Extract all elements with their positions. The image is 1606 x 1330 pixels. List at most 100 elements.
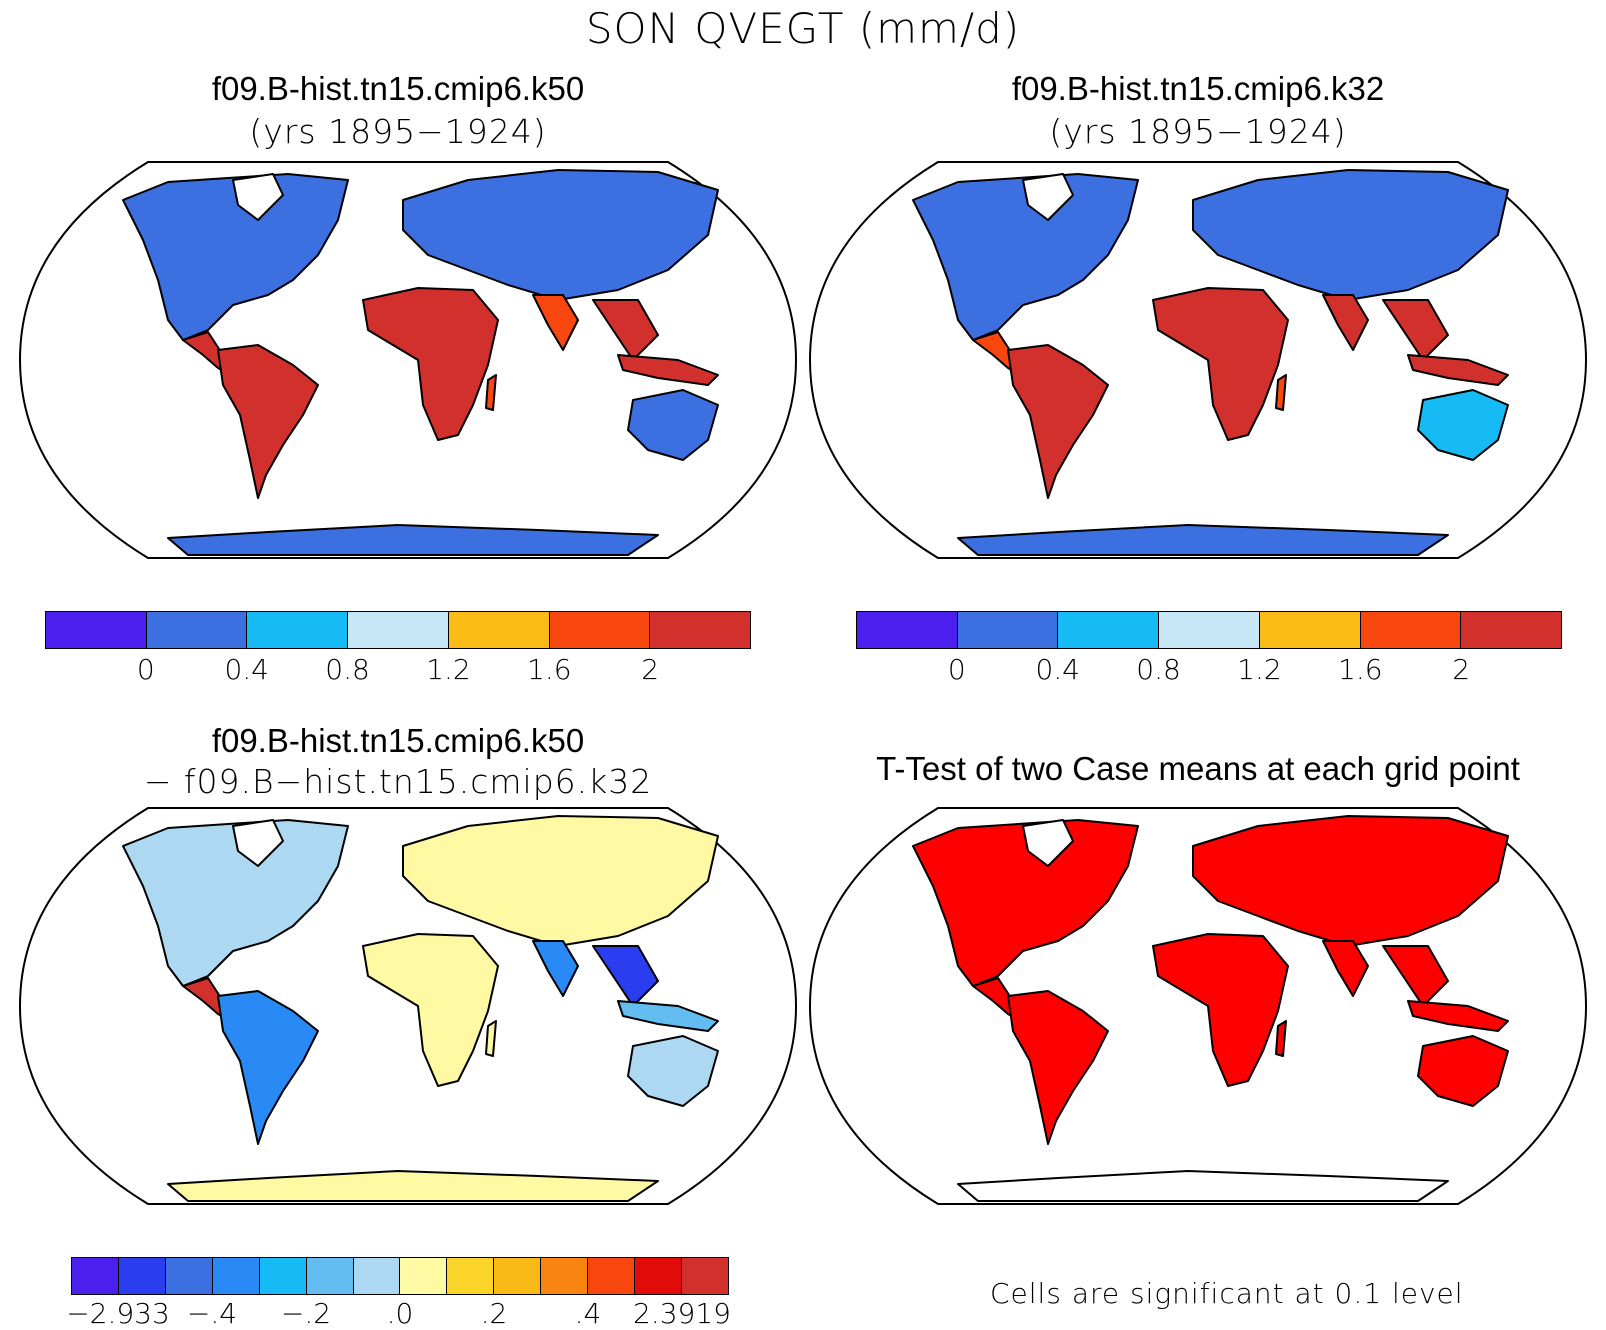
landmass-sa xyxy=(1007,990,1109,1145)
colorbar-swatch xyxy=(549,612,651,648)
landmass-eu xyxy=(402,169,719,301)
panel-2-title: f09.B-hist.tn15.cmip6.k32 xyxy=(1011,70,1385,107)
panel-4-title: T-Test of two Case means at each grid po… xyxy=(876,750,1520,787)
colorbar-tick-label: −.4 xyxy=(186,1297,238,1330)
colorbar-swatch xyxy=(247,612,349,648)
figure-title: SON QVEGT (mm/d) xyxy=(585,4,1021,53)
colorbar-tick-label: 0.4 xyxy=(1035,653,1080,686)
landmass-eu xyxy=(402,815,719,947)
landmass-as xyxy=(1382,945,1449,1007)
colorbar-swatch xyxy=(681,1258,728,1294)
colorbar-swatch xyxy=(588,1258,636,1294)
colorbar-tick-label: 0 xyxy=(136,653,155,686)
landmass-au xyxy=(627,1035,719,1107)
colorbar-swatch xyxy=(118,1258,166,1294)
landmass-au xyxy=(627,389,719,461)
colorbar-tick-label: 0 xyxy=(947,653,966,686)
colorbar-swatch xyxy=(1360,612,1462,648)
panel-4-map xyxy=(808,807,1588,1205)
colorbar-tick-label: 1.6 xyxy=(527,653,572,686)
colorbar-tick-label: 0.8 xyxy=(325,653,370,686)
landmass-gl xyxy=(232,819,284,867)
landmass-sa xyxy=(217,990,319,1145)
colorbar-swatch xyxy=(1159,612,1260,648)
colorbar-swatch xyxy=(447,1258,495,1294)
landmass-md xyxy=(485,1020,497,1057)
colorbar-swatch xyxy=(857,612,958,648)
landmass-in xyxy=(532,294,579,351)
landmass-au xyxy=(1417,389,1509,461)
landmass-gl xyxy=(1022,819,1074,867)
landmass-an xyxy=(957,524,1449,556)
colorbar-difference xyxy=(71,1257,729,1295)
colorbar-swatch xyxy=(1058,612,1160,648)
colorbar-swatch xyxy=(72,1258,119,1294)
landmass-af xyxy=(362,933,499,1087)
colorbar-swatch xyxy=(146,612,248,648)
colorbar-tick-label: .2 xyxy=(480,1297,508,1330)
panel-2-map xyxy=(808,161,1588,559)
colorbar-swatch xyxy=(957,612,1059,648)
panel-3-map xyxy=(18,807,798,1205)
landmass-id xyxy=(617,1000,719,1032)
colorbar-swatch xyxy=(400,1258,448,1294)
colorbar-swatch xyxy=(650,612,751,648)
landmass-gl xyxy=(232,173,284,221)
colorbar-swatch xyxy=(1259,612,1361,648)
colorbar-swatch xyxy=(306,1258,354,1294)
landmass-md xyxy=(485,374,497,411)
landmass-id xyxy=(617,354,719,386)
panel-2-subtitle: (yrs 1895−1924) xyxy=(1049,112,1347,151)
landmass-af xyxy=(362,287,499,441)
landmass-id xyxy=(1407,354,1509,386)
colorbar-tick-label: 1.2 xyxy=(426,653,471,686)
panel-3-subtitle: − f09.B−hist.tn15.cmip6.k32 xyxy=(143,762,653,801)
landmass-as xyxy=(592,299,659,361)
landmass-in xyxy=(1322,294,1369,351)
colorbar-swatch xyxy=(1461,612,1562,648)
colorbar-swatch xyxy=(448,612,550,648)
colorbar-swatch xyxy=(541,1258,589,1294)
landmass-af xyxy=(1152,933,1289,1087)
colorbar-tick-label: 2.3919 xyxy=(633,1297,731,1330)
colorbar-swatch xyxy=(494,1258,542,1294)
landmass-as xyxy=(592,945,659,1007)
landmass-id xyxy=(1407,1000,1509,1032)
colorbar-left xyxy=(45,611,751,649)
landmass-af xyxy=(1152,287,1289,441)
colorbar-tick-label: .0 xyxy=(386,1297,414,1330)
significance-note: Cells are significant at 0.1 level xyxy=(990,1277,1464,1310)
landmass-sa xyxy=(217,344,319,499)
colorbar-tick-label: 1.2 xyxy=(1237,653,1282,686)
panel-1-subtitle: (yrs 1895−1924) xyxy=(249,112,547,151)
panel-1-map xyxy=(18,161,798,559)
landmass-an xyxy=(167,1170,659,1202)
panel-1-title: f09.B-hist.tn15.cmip6.k50 xyxy=(211,70,585,107)
landmass-eu xyxy=(1192,169,1509,301)
landmass-an xyxy=(957,1170,1449,1202)
colorbar-swatch xyxy=(348,612,449,648)
colorbar-right xyxy=(856,611,1562,649)
colorbar-tick-label: 2 xyxy=(1452,653,1471,686)
landmass-in xyxy=(532,940,579,997)
colorbar-tick-label: −2.933 xyxy=(66,1297,170,1330)
colorbar-swatch xyxy=(46,612,147,648)
landmass-gl xyxy=(1022,173,1074,221)
colorbar-tick-label: −.2 xyxy=(280,1297,332,1330)
colorbar-tick-label: 1.6 xyxy=(1338,653,1383,686)
colorbar-tick-label: 2 xyxy=(641,653,660,686)
colorbar-tick-label: .4 xyxy=(574,1297,602,1330)
panel-3-title: f09.B-hist.tn15.cmip6.k50 xyxy=(211,722,585,759)
colorbar-swatch xyxy=(353,1258,401,1294)
colorbar-swatch xyxy=(212,1258,260,1294)
landmass-in xyxy=(1322,940,1369,997)
colorbar-tick-label: 0.4 xyxy=(224,653,269,686)
colorbar-swatch xyxy=(635,1258,682,1294)
landmass-md xyxy=(1275,374,1287,411)
colorbar-swatch xyxy=(259,1258,307,1294)
landmass-md xyxy=(1275,1020,1287,1057)
landmass-eu xyxy=(1192,815,1509,947)
landmass-sa xyxy=(1007,344,1109,499)
landmass-an xyxy=(167,524,659,556)
landmass-as xyxy=(1382,299,1449,361)
